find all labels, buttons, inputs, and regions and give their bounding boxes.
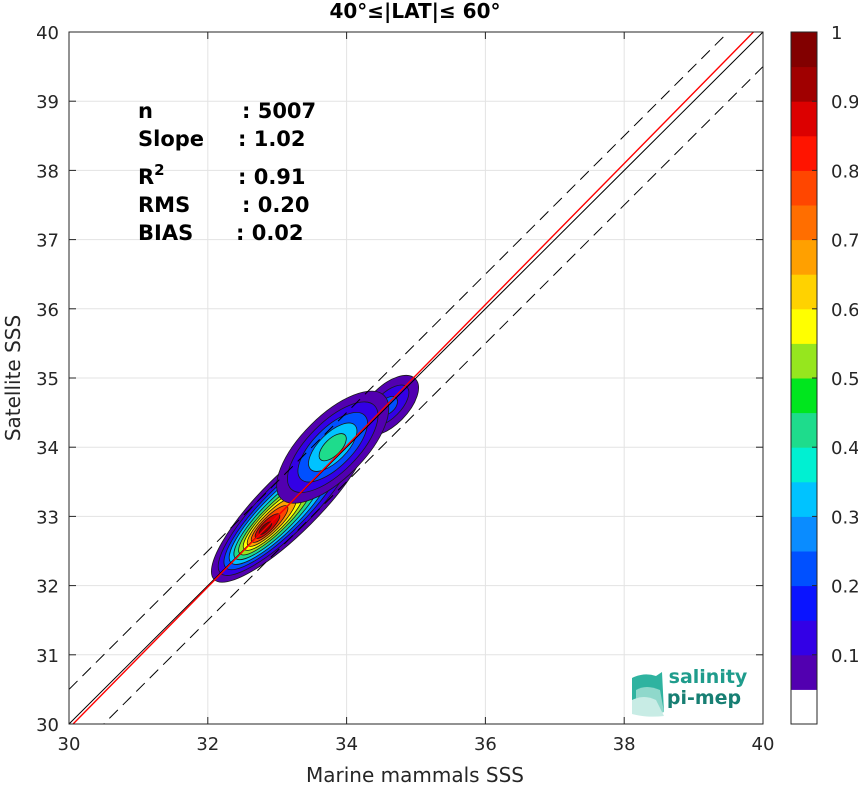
x-axis-ticks: 30 32 34 36 38 40 [58, 32, 775, 755]
colorbar-segment [791, 308, 817, 344]
y-tick-label: 40 [36, 23, 59, 44]
colorbar-segment [791, 585, 817, 621]
stat-label: RMS [138, 193, 190, 217]
colorbar-segment [791, 32, 817, 68]
x-tick-label: 40 [752, 734, 775, 755]
colorbar-segment [791, 343, 817, 379]
identity-line [69, 32, 763, 724]
colorbar-segment [791, 689, 817, 725]
salinity-pi-mep-logo: salinity pi-mep [632, 666, 748, 717]
colorbar-tick-label: 0.4 [831, 438, 858, 459]
x-axis-label: Marine mammals SSS [306, 763, 524, 786]
colorbar-segment [791, 239, 817, 275]
colorbar-segment [791, 205, 817, 241]
y-tick-label: 32 [36, 577, 59, 598]
colorbar-segment [791, 378, 817, 414]
stat-value: : 0.91 [238, 165, 306, 189]
stat-value: : 0.02 [236, 221, 304, 245]
colorbar-segment [791, 135, 817, 171]
colorbar-tick-label: 0.7 [831, 231, 858, 252]
colorbar-segment [791, 170, 817, 206]
colorbar-segment [791, 516, 817, 552]
x-tick-label: 34 [335, 734, 358, 755]
colorbar-tick-label: 0.3 [831, 507, 858, 528]
x-tick-label: 36 [474, 734, 497, 755]
colorbar-tick-label: 0.2 [831, 577, 858, 598]
colorbar-tick-label: 0.8 [831, 161, 858, 182]
stat-value: : 1.02 [238, 127, 306, 151]
stat-value: : 5007 [242, 99, 316, 123]
colorbar-tick-label: 1 [831, 23, 842, 44]
colorbar: 0.1 0.2 0.3 0.4 0.5 0.6 0.7 0.8 0.9 1 [790, 23, 858, 725]
colorbar-segment [791, 447, 817, 483]
stat-value: : 0.20 [242, 193, 310, 217]
colorbar-tick-label: 0.6 [831, 300, 858, 321]
stat-superscript: 2 [154, 161, 164, 179]
colorbar-segment [791, 412, 817, 448]
colorbar-tick-label: 0.1 [831, 646, 858, 667]
chart-title: 40°≤|LAT|≤ 60° [329, 0, 500, 23]
y-tick-label: 36 [36, 300, 59, 321]
y-tick-label: 39 [36, 92, 59, 113]
y-tick-label: 34 [36, 438, 59, 459]
colorbar-tick-label: 0.9 [831, 92, 858, 113]
colorbar-segment [791, 66, 817, 102]
y-tick-label: 31 [36, 646, 59, 667]
reference-lines [69, 32, 763, 724]
x-tick-label: 38 [613, 734, 636, 755]
y-axis-label: Satellite SSS [1, 315, 25, 441]
upper-bound-line [69, 32, 730, 690]
y-tick-label: 35 [36, 369, 59, 390]
logo-wave-icon-3 [632, 697, 664, 717]
y-axis-ticks: 30 31 32 33 34 35 36 37 38 39 40 [36, 23, 763, 736]
y-tick-label: 37 [36, 231, 59, 252]
x-tick-label: 30 [58, 734, 81, 755]
lower-bound-line [102, 66, 763, 724]
colorbar-segment [791, 620, 817, 656]
regression-line [72, 32, 755, 724]
colorbar-segment [791, 101, 817, 137]
stat-label: Slope [138, 127, 204, 151]
logo-text-salinity: salinity [669, 666, 748, 688]
x-tick-label: 32 [196, 734, 219, 755]
logo-text-pi-mep: pi-mep [667, 687, 741, 709]
colorbar-segment [791, 654, 817, 690]
colorbar-segment [791, 551, 817, 587]
colorbar-segment [791, 274, 817, 310]
grid-lines [68, 31, 764, 725]
y-tick-label: 33 [36, 507, 59, 528]
colorbar-tick-label: 0.5 [831, 369, 858, 390]
stat-label: BIAS [138, 221, 193, 245]
stat-label: n [138, 99, 153, 123]
y-tick-label: 30 [36, 715, 59, 736]
y-tick-label: 38 [36, 161, 59, 182]
colorbar-segment [791, 481, 817, 517]
